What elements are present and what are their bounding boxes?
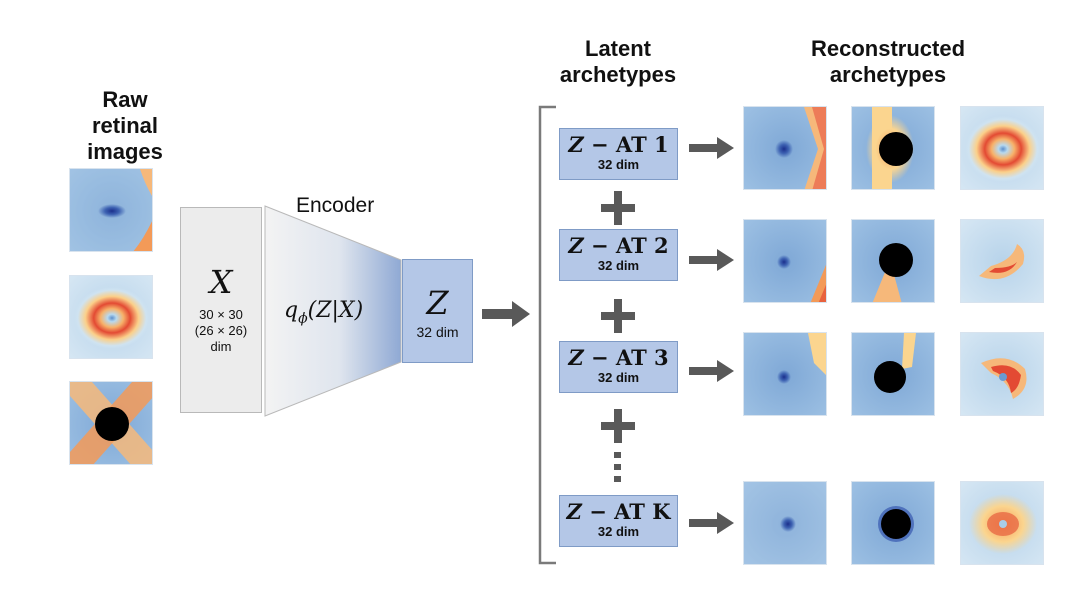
raw-images-heading: Raw retinal images — [60, 87, 190, 165]
plus-icon — [601, 409, 635, 443]
input-crop-size: (26 × 26) — [194, 323, 248, 338]
reconstruction-3-b — [851, 332, 935, 416]
ellipsis-icon — [614, 452, 621, 482]
latent-archetypes-heading: Latent archetypes — [548, 36, 688, 88]
right-arrow-icon — [689, 360, 734, 382]
heading-line: archetypes — [559, 62, 677, 87]
input-symbol: X — [209, 263, 233, 301]
right-arrow-icon — [689, 249, 734, 271]
archetype-box-k: Z − AT K 32 dim — [559, 495, 678, 547]
input-x-box: X 30 × 30 (26 × 26) dim — [180, 207, 262, 413]
reconstruction-1-a — [743, 106, 827, 190]
encoder-formula: qϕ(Z|X) — [284, 298, 363, 326]
reconstruction-3-c — [960, 332, 1044, 416]
plus-icon — [601, 299, 635, 333]
raw-image-3 — [69, 381, 153, 465]
encoder-expression: (Z|X) — [307, 298, 364, 323]
bracket-shape — [538, 105, 556, 565]
reconstruction-2-b — [851, 219, 935, 303]
plus-icon — [601, 191, 635, 225]
reconstructed-archetypes-heading: Reconstructed archetypes — [778, 36, 998, 88]
archetype-box-1: Z − AT 1 32 dim — [559, 128, 678, 180]
right-arrow-icon — [689, 137, 734, 159]
archetype-prefix: Z — [566, 499, 582, 524]
heading-line: Raw — [102, 87, 148, 112]
latent-z-box: Z 32 dim — [402, 259, 473, 363]
encoder-shape — [264, 205, 402, 417]
input-size: 30 × 30 — [199, 307, 243, 322]
encoder-q: q — [284, 298, 299, 323]
reconstruction-1-b — [851, 106, 935, 190]
reconstruction-2-a — [743, 219, 827, 303]
heading-line: Latent — [585, 36, 651, 61]
archetype-dim: 32 dim — [597, 258, 640, 273]
raw-image-2 — [69, 275, 153, 359]
heading-line: archetypes — [829, 62, 947, 87]
encoder-label: Encoder — [296, 194, 375, 217]
archetype-label: − AT 2 — [583, 233, 669, 258]
archetype-box-2: Z − AT 2 32 dim — [559, 229, 678, 281]
reconstruction-k-b — [851, 481, 935, 565]
reconstruction-3-a — [743, 332, 827, 416]
archetype-label: − AT 3 — [583, 345, 669, 370]
encoder-subscript: ϕ — [298, 310, 308, 327]
heading-line: Reconstructed — [810, 36, 966, 61]
archetype-prefix: Z — [568, 132, 584, 157]
archetype-prefix: Z — [568, 345, 584, 370]
right-arrow-icon — [482, 301, 530, 327]
archetype-dim: 32 dim — [597, 157, 640, 172]
archetype-dim: 32 dim — [597, 370, 640, 385]
right-arrow-icon — [689, 512, 734, 534]
archetype-label: − AT K — [581, 499, 671, 524]
reconstruction-k-c — [960, 481, 1044, 565]
reconstruction-k-a — [743, 481, 827, 565]
archetype-label: − AT 1 — [583, 132, 669, 157]
heading-line: retinal images — [87, 113, 163, 164]
reconstruction-1-c — [960, 106, 1044, 190]
raw-image-1 — [69, 168, 153, 252]
archetype-prefix: Z — [568, 233, 584, 258]
latent-symbol: Z — [426, 284, 449, 322]
input-unit: dim — [210, 339, 232, 354]
archetype-dim: 32 dim — [597, 524, 640, 539]
archetype-box-3: Z − AT 3 32 dim — [559, 341, 678, 393]
reconstruction-2-c — [960, 219, 1044, 303]
latent-dim: 32 dim — [416, 324, 459, 340]
